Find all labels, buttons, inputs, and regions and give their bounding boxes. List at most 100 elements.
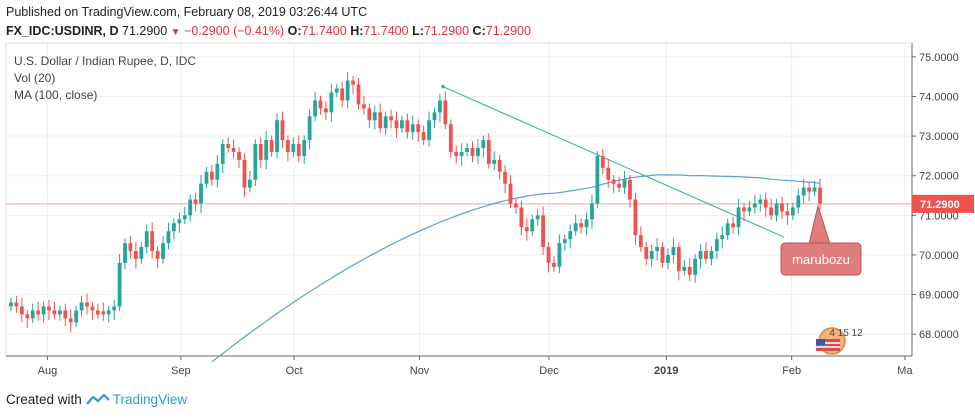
candle <box>628 174 632 208</box>
candle-body <box>714 239 719 252</box>
candle-body <box>52 310 57 315</box>
candle-body <box>57 310 62 315</box>
candle-body <box>405 120 410 133</box>
candle-body <box>112 306 117 311</box>
candle <box>541 206 545 255</box>
chart-grid <box>6 43 912 356</box>
candle <box>655 238 660 261</box>
candle-body <box>666 254 670 263</box>
candle-body <box>763 199 768 208</box>
candle <box>182 206 187 225</box>
candle-body <box>568 231 573 240</box>
x-tick-label: Dec <box>539 365 559 377</box>
candle-body <box>101 311 106 315</box>
candle-body <box>579 223 584 228</box>
candle-body <box>25 314 30 319</box>
candle-body <box>443 100 448 125</box>
candle-body <box>682 266 687 271</box>
candle-body <box>421 132 426 141</box>
candle <box>177 212 182 233</box>
candle <box>709 246 714 266</box>
candle-body <box>503 171 507 184</box>
candle-body <box>253 144 258 180</box>
candle-body <box>617 183 622 188</box>
candle <box>199 174 203 213</box>
published-caption: Published on TradingView.com, February 0… <box>6 5 368 19</box>
candle <box>497 155 502 180</box>
candle-body <box>204 171 209 184</box>
candle <box>432 107 437 129</box>
candle-body <box>649 251 654 259</box>
candle-body <box>562 239 567 244</box>
candle-body <box>231 147 236 152</box>
x-tick-label: Nov <box>410 365 430 377</box>
candle <box>155 246 160 269</box>
candle <box>666 248 670 270</box>
candle-body <box>410 124 415 133</box>
candle <box>150 222 155 259</box>
candle <box>780 196 784 220</box>
candle-body <box>133 251 138 259</box>
candle-body <box>655 247 660 252</box>
candle <box>644 242 649 266</box>
candle <box>676 242 681 281</box>
candle <box>796 188 801 214</box>
tradingview-link[interactable]: TradingView <box>85 392 188 407</box>
candle <box>638 226 643 252</box>
y-tick-label: 68.0000 <box>919 329 959 341</box>
candle-body <box>161 243 165 259</box>
candle-body <box>209 171 214 180</box>
candle <box>85 293 89 315</box>
x-tick-label: Aug <box>38 365 58 377</box>
candle <box>351 75 355 95</box>
candle <box>209 165 214 187</box>
candle-body <box>9 302 13 307</box>
candle <box>231 139 236 159</box>
candle <box>720 226 725 249</box>
candle-body <box>465 147 469 152</box>
candle <box>714 232 719 259</box>
candle-body <box>193 199 198 204</box>
candle <box>188 194 193 222</box>
candle <box>736 198 741 236</box>
candle <box>389 109 393 129</box>
candle <box>367 103 372 129</box>
tradingview-brand[interactable]: TradingView <box>112 392 188 407</box>
candle-body <box>400 120 404 129</box>
candle <box>74 305 79 328</box>
candle <box>264 131 269 170</box>
candle <box>144 224 149 254</box>
candle-body <box>150 231 155 252</box>
flag-badge: 4 15 12 <box>816 327 863 355</box>
candle-body <box>362 104 366 109</box>
descending-trendline <box>442 86 785 238</box>
candle <box>68 309 73 332</box>
candle-body <box>226 144 231 148</box>
candle <box>584 212 589 236</box>
candle <box>95 303 100 320</box>
candle <box>671 238 676 263</box>
candle-body <box>199 183 203 204</box>
candle-body <box>470 147 475 156</box>
candle-body <box>329 92 334 113</box>
candle-body <box>720 235 725 240</box>
candle-body <box>318 100 323 109</box>
candle-body <box>438 100 442 113</box>
candle-body <box>633 199 638 236</box>
candle-body <box>324 108 328 113</box>
candle <box>269 135 274 157</box>
candle <box>660 242 665 268</box>
candle <box>481 135 486 158</box>
candle <box>590 194 594 229</box>
legend: U.S. Dollar / Indian Rupee, D, IDC Vol (… <box>14 54 196 102</box>
candle <box>378 103 383 133</box>
candle-body <box>171 223 176 232</box>
candle-body <box>166 231 171 244</box>
candle-body <box>508 183 513 204</box>
candle-body <box>220 144 225 164</box>
candle-body <box>90 306 95 311</box>
candle-body <box>818 187 822 204</box>
candle-body <box>546 247 551 263</box>
candle-body <box>155 251 160 259</box>
